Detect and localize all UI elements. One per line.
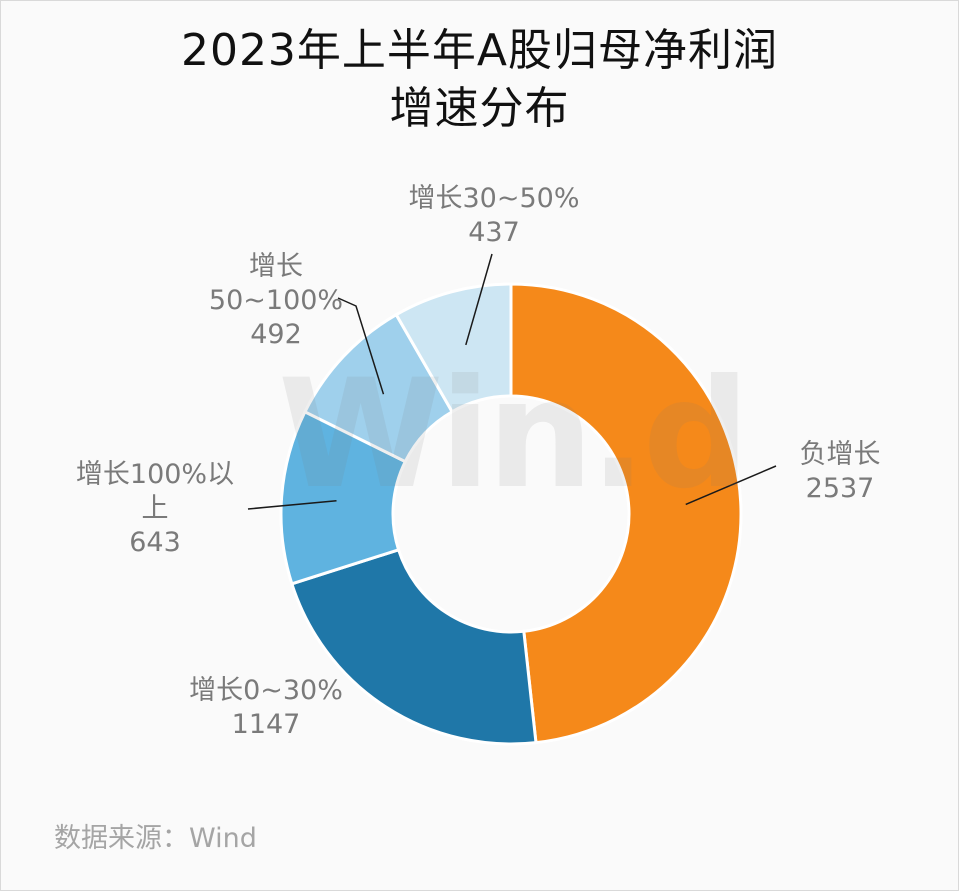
label-growth-50-100: 增长 50~100% 492 — [196, 250, 356, 352]
label-growth-100-plus-line2: 上 — [141, 493, 169, 524]
label-growth-30-50-value: 437 — [468, 217, 520, 248]
label-growth-0-30: 增长0~30% 1147 — [176, 674, 356, 742]
donut-slice-1 — [289, 547, 538, 746]
donut-slice-4 — [394, 282, 513, 414]
donut-slice-0 — [509, 282, 743, 745]
label-growth-30-50-name: 增长30~50% — [408, 183, 580, 214]
data-source: 数据来源：Wind — [54, 823, 257, 854]
label-negative-growth: 负增长 2537 — [780, 438, 900, 506]
title-line-1: 2023年上半年A股归母净利润 — [180, 25, 779, 76]
label-growth-30-50: 增长30~50% 437 — [402, 182, 586, 250]
label-growth-100-plus: 增长100%以 上 643 — [60, 458, 250, 560]
label-growth-50-100-line2: 50~100% — [208, 285, 344, 316]
leader-line-2 — [247, 499, 337, 510]
leader-line-0 — [685, 465, 777, 506]
title-line-2: 增速分布 — [389, 83, 570, 134]
leader-line-3 — [337, 297, 385, 395]
label-growth-100-plus-value: 643 — [129, 527, 181, 558]
label-growth-50-100-value: 492 — [250, 319, 302, 350]
label-negative-growth-value: 2537 — [805, 473, 875, 504]
label-negative-growth-name: 负增长 — [799, 439, 881, 470]
label-growth-0-30-value: 1147 — [231, 709, 301, 740]
label-growth-0-30-name: 增长0~30% — [189, 675, 343, 706]
leader-line-4 — [465, 253, 493, 346]
label-growth-100-plus-line1: 增长100%以 — [75, 459, 235, 490]
label-growth-50-100-line1: 增长 — [249, 251, 303, 282]
chart-title: 2023年上半年A股归母净利润 增速分布 — [0, 22, 959, 138]
